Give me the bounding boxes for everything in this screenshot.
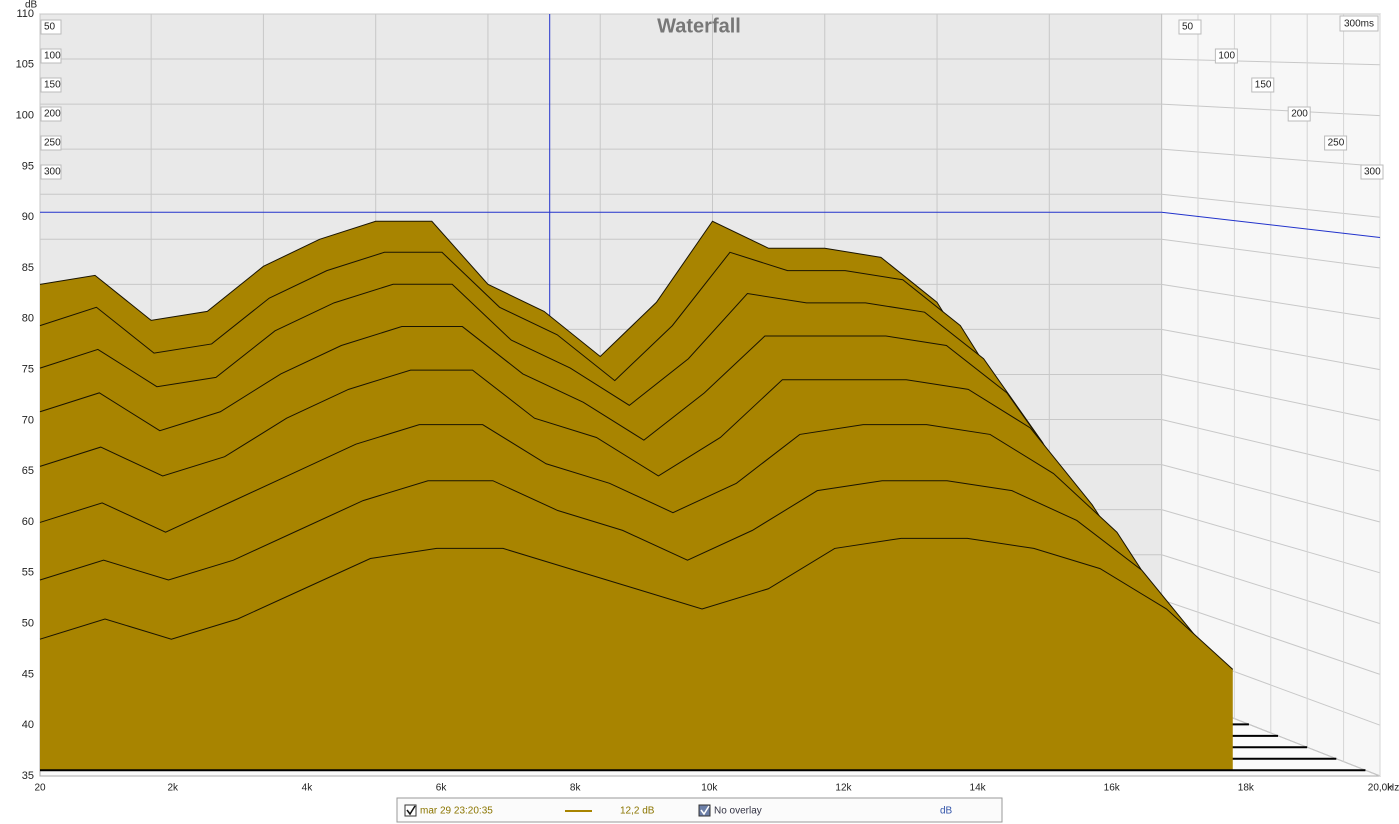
check-mark xyxy=(406,805,416,816)
cursor-line xyxy=(1161,211,1381,239)
x-tick-label: 16k xyxy=(1104,783,1121,794)
y-tick-label: 85 xyxy=(22,262,34,274)
slice-line xyxy=(39,537,1234,670)
legend-offset: 12,2 dB xyxy=(620,806,655,817)
x-tick-label: 18k xyxy=(1238,783,1255,794)
x-tick-label: 20,0k xyxy=(1368,783,1393,794)
y-tick-label: 90 xyxy=(22,211,34,223)
z-tick-label: 100 xyxy=(44,51,61,62)
x-tick-label: 4k xyxy=(302,783,314,794)
y-tick-label: 75 xyxy=(22,364,34,376)
z-tick-label: 200 xyxy=(1291,109,1308,120)
z-label-box xyxy=(40,164,62,180)
slice-line xyxy=(39,283,1103,555)
z-tick-label: 300 xyxy=(1364,167,1381,178)
y-tick-label: 60 xyxy=(22,516,34,528)
z-tick-label: 50 xyxy=(1182,22,1194,33)
z-tick-label: 250 xyxy=(44,138,61,149)
y-tick-label: 50 xyxy=(22,618,34,630)
z-label-box xyxy=(40,135,62,151)
y-tick-label: 40 xyxy=(22,719,34,731)
z-label-box xyxy=(40,48,62,64)
slice-line xyxy=(39,220,1050,501)
x-tick-label: 20 xyxy=(34,783,46,794)
z-label-box xyxy=(40,19,62,35)
slice-line xyxy=(39,369,1155,602)
z-tick-label: 150 xyxy=(1255,80,1272,91)
y-tick-label: 105 xyxy=(16,59,34,71)
z-tick-label: 200 xyxy=(44,109,61,120)
z-label-box xyxy=(1324,135,1348,151)
z-tick-label: 100 xyxy=(1218,51,1235,62)
y-tick-label: 100 xyxy=(16,110,34,122)
slice-fill xyxy=(40,538,1233,771)
y-tick-label: 55 xyxy=(22,567,34,579)
x-tick-label: 6k xyxy=(436,783,448,794)
chart-title: Waterfall xyxy=(657,15,741,37)
legend-measurement: mar 29 23:20:35 xyxy=(420,806,493,817)
x-tick-label: 8k xyxy=(570,783,582,794)
z-label-box xyxy=(1251,77,1275,93)
z-tick-label: 50 xyxy=(44,22,56,33)
x-tick-label: 12k xyxy=(835,783,852,794)
z-label-box xyxy=(1178,19,1202,35)
x-tick-label: 10k xyxy=(701,783,718,794)
z-label-box xyxy=(1360,164,1384,180)
y-tick-label: 70 xyxy=(22,414,34,426)
legend-unit: dB xyxy=(940,806,953,817)
slice-line xyxy=(39,424,1181,631)
z-label-box xyxy=(1214,48,1238,64)
legend-checkbox[interactable] xyxy=(404,804,417,817)
slice-line xyxy=(39,480,1207,650)
y-tick-label: 110 xyxy=(16,8,34,20)
y-tick-label: 95 xyxy=(22,160,34,172)
y-tick-label: 80 xyxy=(22,313,34,325)
x-tick-label: 14k xyxy=(970,783,987,794)
x-axis-label: Hz xyxy=(1387,783,1399,794)
z-label-box xyxy=(40,77,62,93)
y-axis-label: dB xyxy=(25,0,38,11)
z-tick-label: 300 xyxy=(44,167,61,178)
z-range-box xyxy=(1339,15,1379,32)
z-tick-label: 150 xyxy=(44,80,61,91)
y-tick-label: 45 xyxy=(22,668,34,680)
slice-line xyxy=(39,326,1129,583)
check-mark xyxy=(700,805,710,816)
z-range-label: 300ms xyxy=(1344,19,1374,30)
z-tick-label: 250 xyxy=(1328,138,1345,149)
legend-overlay: No overlay xyxy=(714,806,762,817)
y-tick-label: 35 xyxy=(22,770,34,782)
x-tick-label: 2k xyxy=(168,783,180,794)
slice-line xyxy=(39,251,1076,528)
z-label-box xyxy=(40,106,62,122)
y-tick-label: 65 xyxy=(22,465,34,477)
overlay-checkbox[interactable] xyxy=(698,804,711,817)
z-label-box xyxy=(1287,106,1311,122)
